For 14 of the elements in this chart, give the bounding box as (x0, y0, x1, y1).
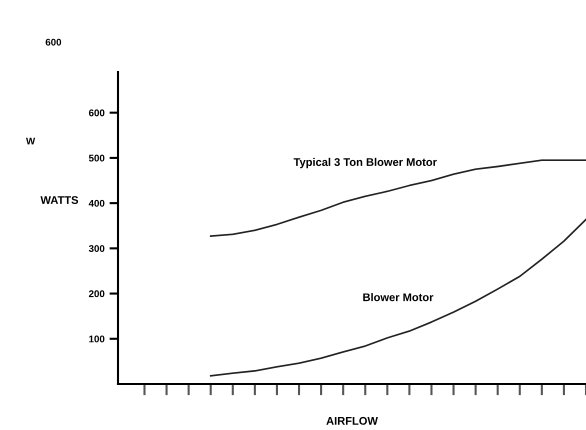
line-series (210, 159, 586, 237)
y-tick-label: 300 (88, 245, 104, 252)
series-label: Blower Motor (363, 293, 434, 302)
line-series (210, 218, 586, 377)
y-tick-label: 100 (89, 336, 104, 342)
y-axis-title: WATTS (40, 196, 78, 204)
y-tick-label: 400 (88, 200, 104, 207)
y-tick-label: 200 (88, 290, 104, 298)
x-axis-title: AIRFLOW (326, 416, 378, 425)
text: 600 (46, 38, 62, 46)
y-tick-label: 500 (88, 154, 104, 162)
text: W (26, 138, 36, 144)
series-label: Typical 3 Ton Blower Motor (294, 158, 437, 168)
y-tick-label: 600 (88, 109, 104, 116)
